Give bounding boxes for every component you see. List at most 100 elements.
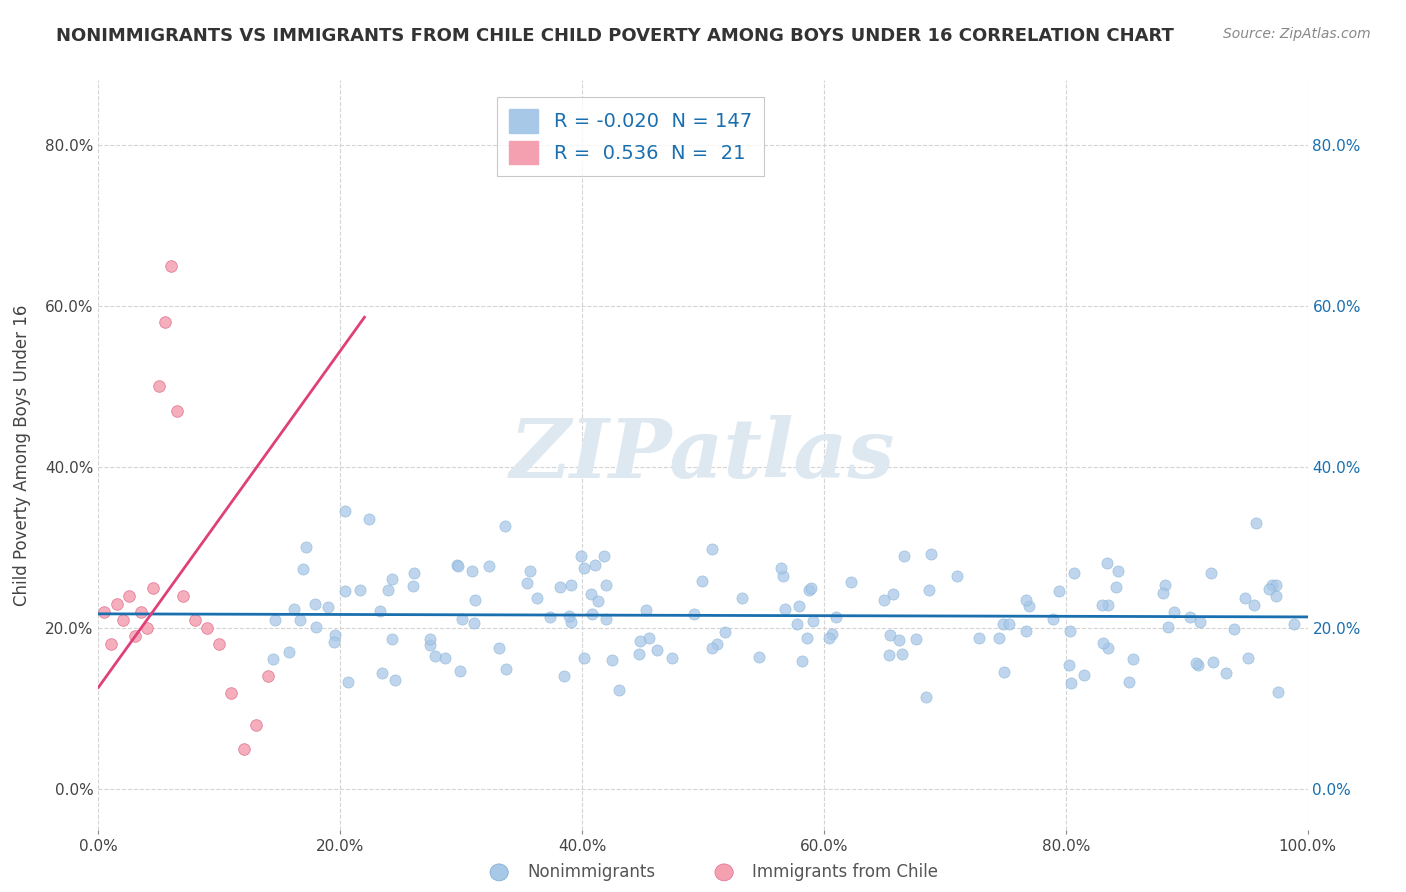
Point — [278, 645, 301, 659]
Point — [706, 636, 728, 650]
Point — [100, 637, 122, 651]
Point — [661, 651, 683, 665]
Point — [595, 578, 617, 592]
Point — [1237, 651, 1260, 665]
Point — [690, 574, 713, 589]
Point — [714, 625, 737, 640]
Point — [920, 547, 942, 561]
Point — [634, 603, 657, 617]
Point — [607, 683, 630, 698]
Point — [889, 633, 911, 648]
Point — [1122, 651, 1144, 665]
Point — [262, 652, 284, 666]
Point — [153, 315, 176, 329]
Point — [882, 587, 904, 601]
Point — [683, 607, 706, 621]
Point — [560, 615, 582, 630]
Point — [305, 620, 328, 634]
Text: Nonimmigrants: Nonimmigrants — [527, 863, 655, 881]
Point — [637, 631, 659, 645]
Point — [148, 379, 170, 393]
Point — [595, 612, 617, 626]
Point — [574, 561, 596, 575]
Point — [322, 634, 344, 648]
Point — [371, 665, 394, 680]
Point — [184, 613, 207, 627]
Point — [283, 601, 305, 615]
Point — [918, 582, 941, 597]
Point — [333, 584, 356, 599]
Point — [384, 673, 406, 687]
Point — [538, 609, 561, 624]
Point — [1097, 557, 1119, 571]
Point — [295, 540, 318, 554]
Point — [1265, 578, 1288, 592]
Point — [349, 583, 371, 598]
Point — [336, 674, 359, 689]
Point — [304, 597, 326, 611]
Point — [446, 558, 468, 573]
Point — [800, 581, 823, 595]
Point — [592, 549, 614, 563]
Point — [630, 634, 652, 648]
Text: Source: ZipAtlas.com: Source: ZipAtlas.com — [1223, 27, 1371, 41]
Point — [1097, 640, 1119, 655]
Point — [1107, 565, 1129, 579]
Point — [404, 566, 426, 580]
Point — [572, 651, 595, 665]
Point — [1152, 586, 1174, 600]
Point — [893, 549, 915, 563]
Point — [873, 592, 896, 607]
Point — [1163, 605, 1185, 619]
Point — [1243, 598, 1265, 612]
Point — [1060, 675, 1083, 690]
Point — [1246, 516, 1268, 531]
Point — [967, 632, 990, 646]
Point — [402, 579, 425, 593]
Point — [803, 614, 825, 628]
Point — [1257, 582, 1279, 597]
Text: ZIPatlas: ZIPatlas — [510, 415, 896, 495]
Legend: R = -0.020  N = 147, R =  0.536  N =  21: R = -0.020 N = 147, R = 0.536 N = 21 — [498, 97, 763, 176]
Point — [264, 613, 287, 627]
Point — [494, 519, 516, 533]
Point — [1059, 624, 1081, 638]
Point — [700, 542, 723, 557]
Point — [841, 574, 863, 589]
Point — [495, 662, 517, 676]
Point — [987, 632, 1010, 646]
Point — [1047, 583, 1070, 598]
Point — [232, 742, 254, 756]
Point — [292, 561, 315, 575]
Point — [579, 587, 602, 601]
Point — [627, 647, 650, 661]
Point — [516, 575, 538, 590]
Point — [991, 616, 1014, 631]
Point — [797, 583, 820, 598]
Point — [1267, 685, 1289, 699]
Point — [425, 649, 447, 664]
Point — [588, 593, 610, 607]
Point — [1154, 577, 1177, 591]
Point — [118, 589, 141, 603]
Point — [817, 631, 839, 645]
Point — [359, 512, 381, 526]
Point — [553, 669, 575, 683]
Point — [1042, 612, 1064, 626]
Point — [825, 610, 848, 624]
Point — [583, 558, 606, 572]
Point — [464, 593, 486, 607]
Point — [821, 627, 844, 641]
Point — [904, 632, 927, 646]
Point — [172, 589, 194, 603]
Point — [1180, 610, 1202, 624]
Point — [1282, 616, 1305, 631]
Point — [221, 685, 243, 699]
Point — [569, 549, 592, 564]
Point — [1018, 599, 1040, 614]
Y-axis label: Child Poverty Among Boys Under 16: Child Poverty Among Boys Under 16 — [13, 304, 31, 606]
Point — [581, 607, 603, 621]
Point — [460, 564, 482, 578]
Point — [526, 591, 548, 605]
Point — [945, 569, 967, 583]
